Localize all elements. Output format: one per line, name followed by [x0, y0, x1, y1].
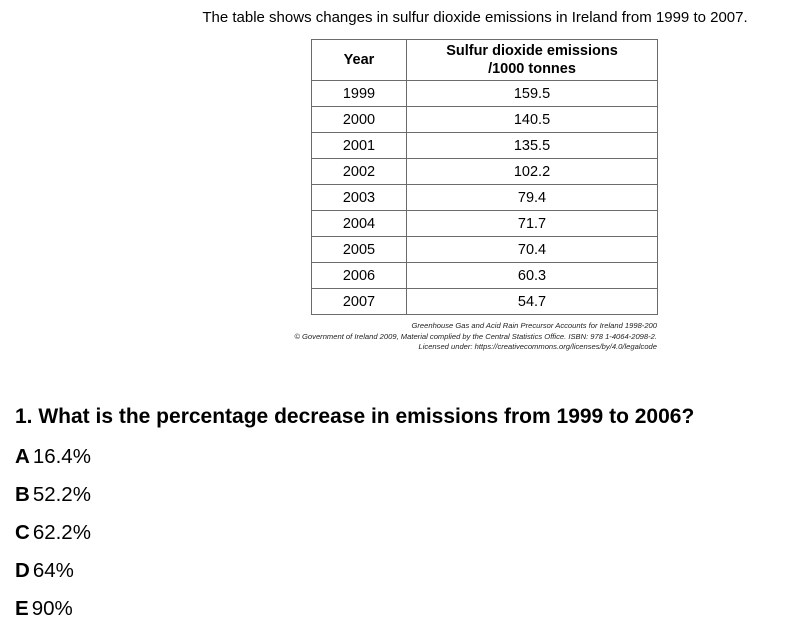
- option-letter: D: [15, 559, 30, 582]
- intro-sentence: The table shows changes in sulfur dioxid…: [202, 9, 748, 26]
- table-row: 2000 140.5: [311, 106, 658, 133]
- cell-emissions: 135.5: [406, 132, 658, 159]
- question-text: 1. What is the percentage decrease in em…: [15, 405, 695, 428]
- cell-year: 2004: [311, 210, 407, 237]
- source-line-2: © Government of Ireland 2009, Material c…: [294, 331, 657, 341]
- table-body: 1999 159.5 2000 140.5 2001 135.5 2002 102.2 2003…: [311, 80, 658, 315]
- table-row: 2003 79.4: [311, 184, 658, 211]
- cell-emissions: 79.4: [406, 184, 658, 211]
- option-text: 64%: [32, 559, 74, 582]
- answer-options: A 16.4% B 52.2% C 62.2% D 64% E 90%: [15, 444, 91, 634]
- answer-option-b[interactable]: B 52.2%: [15, 482, 91, 520]
- cell-emissions: 71.7: [406, 210, 658, 237]
- option-text: 90%: [31, 597, 73, 620]
- answer-option-c[interactable]: C 62.2%: [15, 520, 91, 558]
- table-header-row: Year Sulfur dioxide emissions /1000 tonn…: [311, 39, 658, 81]
- header-year: Year: [311, 39, 407, 81]
- cell-year: 2006: [311, 262, 407, 289]
- cell-emissions: 70.4: [406, 236, 658, 263]
- table-row: 2005 70.4: [311, 236, 658, 263]
- header-emissions-line1: Sulfur dioxide emissions: [446, 43, 618, 59]
- header-emissions: Sulfur dioxide emissions /1000 tonnes: [406, 39, 658, 81]
- cell-year: 2003: [311, 184, 407, 211]
- cell-year: 2001: [311, 132, 407, 159]
- option-letter: E: [15, 597, 29, 620]
- answer-option-d[interactable]: D 64%: [15, 558, 91, 596]
- option-text: 62.2%: [32, 521, 91, 544]
- header-emissions-line2: /1000 tonnes: [488, 61, 576, 77]
- source-line-3: Licensed under: https://creativecommons.…: [418, 342, 658, 351]
- option-letter: B: [15, 483, 30, 506]
- option-text: 52.2%: [32, 483, 91, 506]
- option-text: 16.4%: [32, 445, 91, 468]
- option-letter: A: [15, 445, 30, 468]
- cell-year: 2005: [311, 236, 407, 263]
- cell-year: 2002: [311, 158, 407, 185]
- intro-text: The table shows changes in sulfur dioxid…: [0, 9, 795, 26]
- table-row: 2004 71.7: [311, 210, 658, 237]
- cell-emissions: 54.7: [406, 288, 658, 315]
- table-row: 1999 159.5: [311, 80, 658, 107]
- source-line-1: Greenhouse Gas and Acid Rain Precursor A…: [411, 321, 657, 330]
- table-row: 2006 60.3: [311, 262, 658, 289]
- answer-option-e[interactable]: E 90%: [15, 596, 91, 634]
- source-citation: Greenhouse Gas and Acid Rain Precursor A…: [200, 321, 657, 353]
- table-row: 2001 135.5: [311, 132, 658, 159]
- cell-emissions: 140.5: [406, 106, 658, 133]
- cell-emissions: 102.2: [406, 158, 658, 185]
- cell-year: 2007: [311, 288, 407, 315]
- emissions-table: Year Sulfur dioxide emissions /1000 tonn…: [311, 39, 658, 315]
- cell-year: 2000: [311, 106, 407, 133]
- option-letter: C: [15, 521, 30, 544]
- answer-option-a[interactable]: A 16.4%: [15, 444, 91, 482]
- table-row: 2002 102.2: [311, 158, 658, 185]
- table-row: 2007 54.7: [311, 288, 658, 315]
- cell-year: 1999: [311, 80, 407, 107]
- cell-emissions: 60.3: [406, 262, 658, 289]
- cell-emissions: 159.5: [406, 80, 658, 107]
